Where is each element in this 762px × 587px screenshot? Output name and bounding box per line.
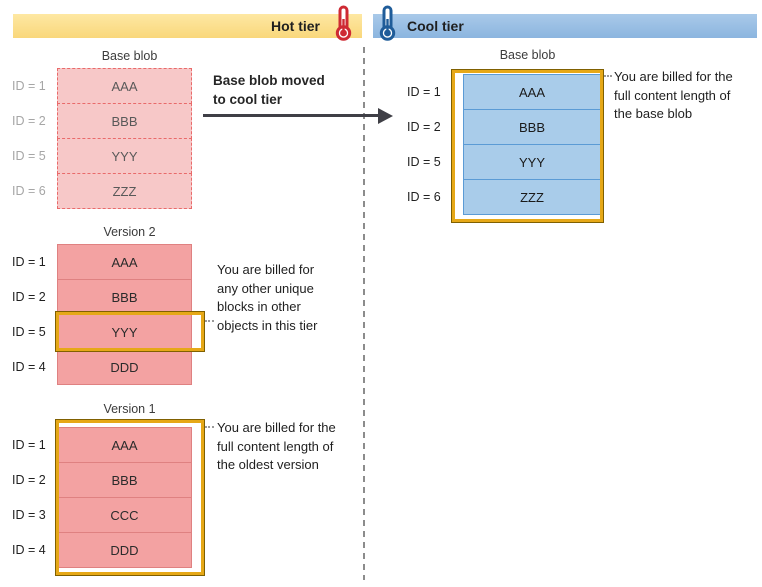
move-arrow-head — [378, 108, 393, 124]
note-line: You are billed for — [217, 262, 315, 277]
block-id-label: ID = 2 — [12, 290, 46, 304]
note-line: any other unique — [217, 280, 314, 296]
table-row: ID = 3 CCC — [10, 497, 192, 533]
block-id-label: ID = 6 — [407, 190, 441, 204]
table-row: ID = 2 BBB — [10, 103, 192, 139]
table-row: ID = 1 AAA — [402, 74, 601, 110]
block-cell: BBB — [57, 279, 192, 315]
cool-base-blob-table: ID = 1 AAA ID = 2 BBB ID = 5 YYY ID = 6 … — [402, 74, 601, 215]
block-cell: DDD — [57, 532, 192, 568]
note-line: the oldest version — [217, 457, 319, 472]
hot-base-blob-table: ID = 1 AAA ID = 2 BBB ID = 5 YYY ID = 6 … — [10, 68, 192, 209]
block-id-label: ID = 5 — [12, 325, 46, 339]
version2-title: Version 2 — [103, 225, 156, 239]
block-id-label: ID = 6 — [12, 184, 46, 198]
block-cell: ZZZ — [463, 179, 601, 215]
hot-tier-label: Hot tier — [271, 18, 320, 34]
block-id-label: ID = 2 — [407, 120, 441, 134]
block-cell: YYY — [57, 314, 192, 350]
table-row: ID = 1 AAA — [10, 427, 192, 463]
leader-dots — [604, 75, 612, 77]
block-cell: AAA — [57, 427, 192, 463]
cool-tier-label: Cool tier — [407, 18, 464, 34]
version2-note: You are billed for any other unique bloc… — [217, 261, 317, 335]
block-id-label: ID = 1 — [407, 85, 441, 99]
table-row: ID = 2 BBB — [10, 462, 192, 498]
leader-dots — [205, 320, 214, 322]
block-id-label: ID = 1 — [12, 79, 46, 93]
hot-base-blob-title: Base blob — [101, 49, 158, 63]
move-annotation-line: to cool tier — [213, 92, 283, 107]
cool-tier-header: Cool tier — [373, 5, 757, 41]
block-id-label: ID = 2 — [12, 114, 46, 128]
version1-title: Version 1 — [103, 402, 156, 416]
table-row: ID = 5 YYY — [402, 144, 601, 180]
block-id-label: ID = 2 — [12, 473, 46, 487]
block-id-label: ID = 3 — [12, 508, 46, 522]
table-row: ID = 6 ZZZ — [10, 173, 192, 209]
block-cell: ZZZ — [57, 173, 192, 209]
version1-note: You are billed for the full content leng… — [217, 419, 336, 475]
table-row: ID = 5 YYY — [10, 314, 192, 350]
table-row: ID = 4 DDD — [10, 532, 192, 568]
table-row: ID = 2 BBB — [10, 279, 192, 315]
note-line: full content length of — [614, 87, 731, 103]
cool-base-blob-note: You are billed for the full content leng… — [614, 68, 733, 124]
block-id-label: ID = 4 — [12, 543, 46, 557]
move-annotation-line: Base blob moved — [213, 73, 325, 88]
note-line: blocks in other — [217, 299, 301, 314]
table-row: ID = 4 DDD — [10, 349, 192, 385]
tier-divider — [363, 47, 365, 580]
version2-table: ID = 1 AAA ID = 2 BBB ID = 5 YYY ID = 4 … — [10, 244, 192, 385]
note-line: objects in this tier — [217, 317, 318, 333]
block-cell: AAA — [463, 74, 601, 110]
block-cell: BBB — [463, 109, 601, 145]
block-cell: YYY — [57, 138, 192, 174]
table-row: ID = 5 YYY — [10, 138, 192, 174]
note-line: the base blob — [614, 106, 693, 121]
block-id-label: ID = 1 — [12, 438, 46, 452]
block-cell: YYY — [463, 144, 601, 180]
move-annotation: Base blob moved to cool tier — [213, 71, 325, 109]
table-row: ID = 2 BBB — [402, 109, 601, 145]
block-id-label: ID = 4 — [12, 360, 46, 374]
table-row: ID = 6 ZZZ — [402, 179, 601, 215]
cool-base-blob-title: Base blob — [499, 48, 556, 62]
block-cell: BBB — [57, 103, 192, 139]
block-cell: BBB — [57, 462, 192, 498]
block-cell: CCC — [57, 497, 192, 533]
table-row: ID = 1 AAA — [10, 244, 192, 280]
note-line: full content length of — [217, 438, 334, 454]
hot-thermometer-icon — [335, 5, 352, 41]
table-row: ID = 1 AAA — [10, 68, 192, 104]
version1-table: ID = 1 AAA ID = 2 BBB ID = 3 CCC ID = 4 … — [10, 427, 192, 568]
block-id-label: ID = 5 — [12, 149, 46, 163]
block-id-label: ID = 5 — [407, 155, 441, 169]
move-arrow-line — [203, 114, 379, 117]
block-cell: AAA — [57, 68, 192, 104]
leader-dots — [205, 426, 214, 428]
block-cell: AAA — [57, 244, 192, 280]
cool-thermometer-icon — [379, 5, 396, 41]
note-line: You are billed for the — [217, 420, 336, 435]
block-cell: DDD — [57, 349, 192, 385]
block-id-label: ID = 1 — [12, 255, 46, 269]
hot-tier-header: Hot tier — [13, 5, 362, 41]
note-line: You are billed for the — [614, 69, 733, 84]
